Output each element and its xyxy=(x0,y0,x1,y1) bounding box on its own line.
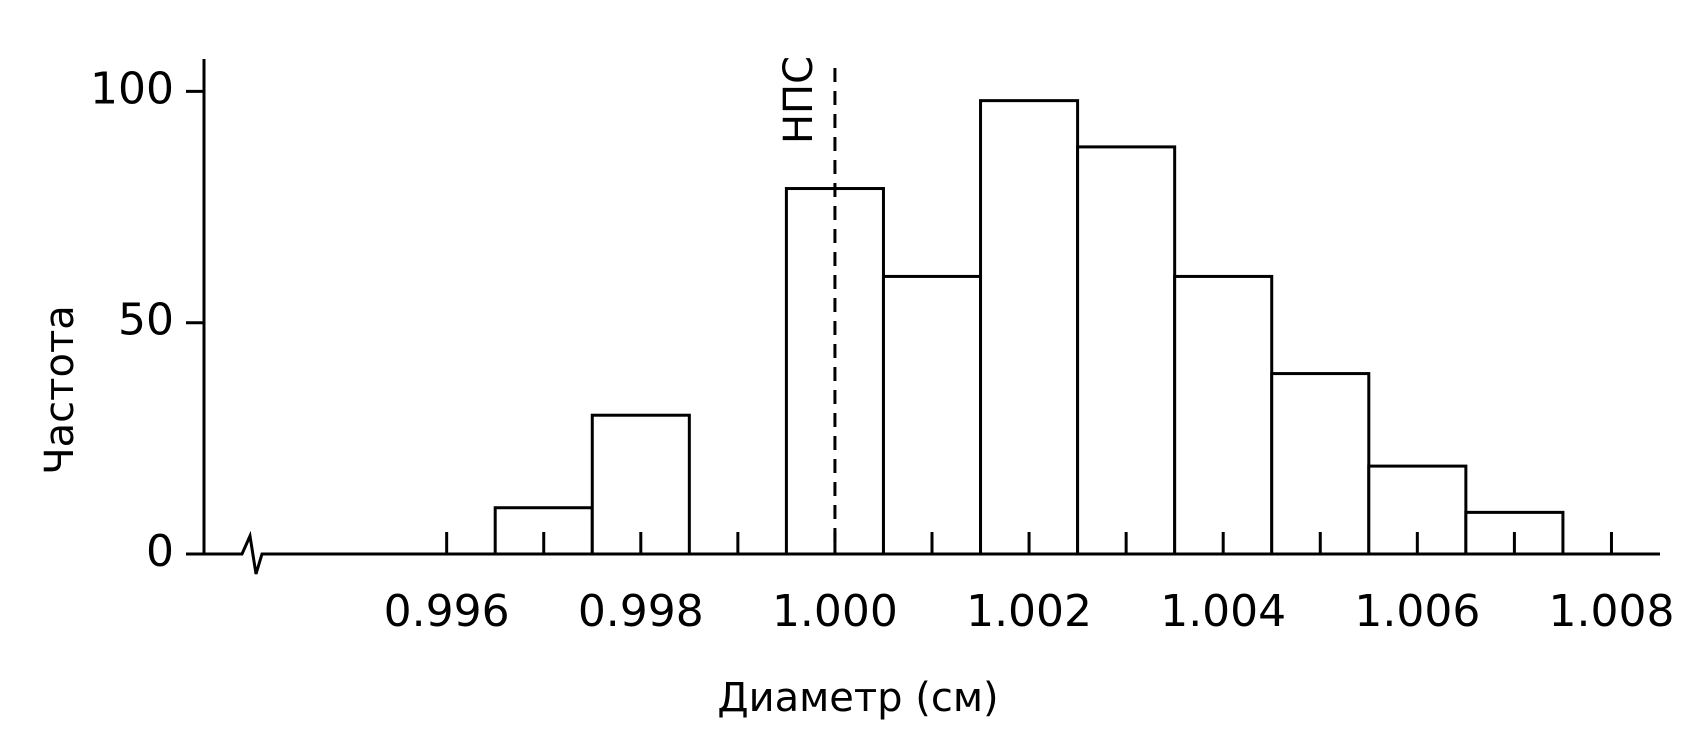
x-tick-label: 0.998 xyxy=(578,586,704,637)
y-axis-label: Частота xyxy=(37,305,83,475)
y-tick-label: 100 xyxy=(90,63,174,114)
annotation: НПС xyxy=(776,56,822,144)
x-tick-label: 1.002 xyxy=(966,586,1092,637)
plot: 0 50 100 0.996 0.998 1.000 1.002 1.004 1.006 1.00… xyxy=(90,56,1674,637)
x-tick-label: 1.000 xyxy=(772,586,898,637)
bar xyxy=(1173,274,1274,556)
x-tick-label: 0.996 xyxy=(384,586,510,637)
bar xyxy=(979,99,1080,556)
bar xyxy=(1270,372,1371,556)
x-tick-label: 1.008 xyxy=(1548,586,1674,637)
bar xyxy=(590,413,691,556)
x-tick-label: 1.006 xyxy=(1354,586,1480,637)
x-axis-label: Диаметр (см) xyxy=(717,675,998,721)
bar xyxy=(1076,145,1177,556)
y-tick-label: 0 xyxy=(146,526,174,577)
y-tick-label: 50 xyxy=(118,295,174,346)
bar xyxy=(881,274,983,556)
x-tick-label: 1.004 xyxy=(1160,586,1286,637)
